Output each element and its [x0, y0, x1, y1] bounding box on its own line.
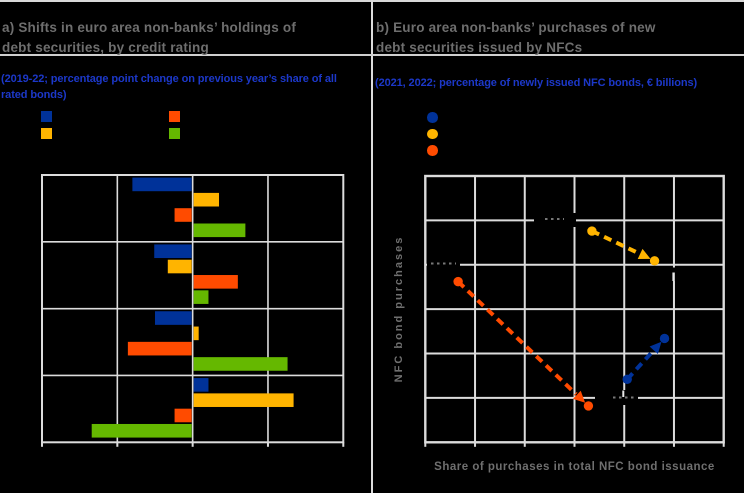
bar-orange-group4 — [174, 408, 192, 423]
bar-green-group1 — [193, 223, 246, 238]
plot-a-border — [41, 174, 345, 444]
bar-yellow-group3 — [193, 326, 199, 341]
point-orange-end — [583, 401, 594, 411]
bar-blue-group3 — [154, 311, 192, 325]
bar-yellow-group4 — [193, 393, 294, 407]
panel-b-x-axis-label: Share of purchases in total NFC bond iss… — [434, 461, 715, 473]
arrow-line-orange — [456, 280, 578, 396]
bar-green-group2 — [193, 290, 209, 304]
panel-b-title: b) Euro area non-banks’ purchases of new… — [376, 20, 656, 56]
legend-dot-yellow — [427, 128, 438, 139]
hidden-label-mask — [595, 390, 638, 405]
panel-divider-line — [371, 0, 373, 493]
panel-b-subtitle: (2021, 2022; percentage of newly issued … — [375, 77, 698, 89]
bar-blue-group1 — [132, 177, 192, 192]
bar-green-group4 — [91, 423, 192, 438]
point-blue-end — [659, 333, 670, 344]
title-divider-line — [0, 54, 744, 56]
panel-a-legend — [41, 111, 180, 139]
panel-b-legend — [427, 112, 438, 156]
arrow-line-yellow — [591, 229, 641, 256]
panel-a-title: a) Shifts in euro area non-banks’ holdin… — [2, 20, 297, 56]
legend-swatch-yellow — [41, 128, 52, 139]
legend-swatch-orange — [169, 111, 180, 122]
bar-blue-group4 — [193, 378, 209, 392]
bar-orange-group1 — [174, 208, 192, 222]
bar-yellow-group2 — [167, 259, 192, 274]
bar-orange-group2 — [193, 275, 238, 289]
arrow-head-blue — [649, 341, 662, 355]
point-yellow-end — [649, 256, 660, 266]
point-blue-start — [622, 374, 632, 384]
bar-green-group3 — [193, 357, 288, 371]
hidden-label-mask — [427, 258, 460, 272]
legend-swatch-blue — [41, 111, 52, 122]
panel-a-subtitle: (2019-22; percentage point change on pre… — [1, 73, 337, 101]
panel-a-plot-area — [41, 174, 345, 447]
legend-swatch-green — [169, 128, 180, 139]
point-orange-start — [453, 276, 463, 287]
point-yellow-start — [587, 226, 597, 236]
arrow-line-blue — [625, 349, 655, 381]
bar-yellow-group1 — [193, 192, 220, 207]
legend-dot-orange — [427, 145, 438, 156]
panel-b-y-axis-label: NFC bond purchases — [393, 236, 405, 383]
plot-b-border — [424, 174, 725, 444]
bar-blue-group2 — [154, 244, 192, 259]
panel-b-plot-area — [424, 174, 725, 447]
arrow-head-yellow — [637, 248, 651, 259]
legend-dot-blue — [427, 112, 438, 123]
hidden-label-mask — [534, 213, 576, 227]
bar-orange-group3 — [127, 341, 192, 356]
hidden-label-mask — [669, 267, 691, 281]
arrow-head-orange — [572, 390, 586, 403]
